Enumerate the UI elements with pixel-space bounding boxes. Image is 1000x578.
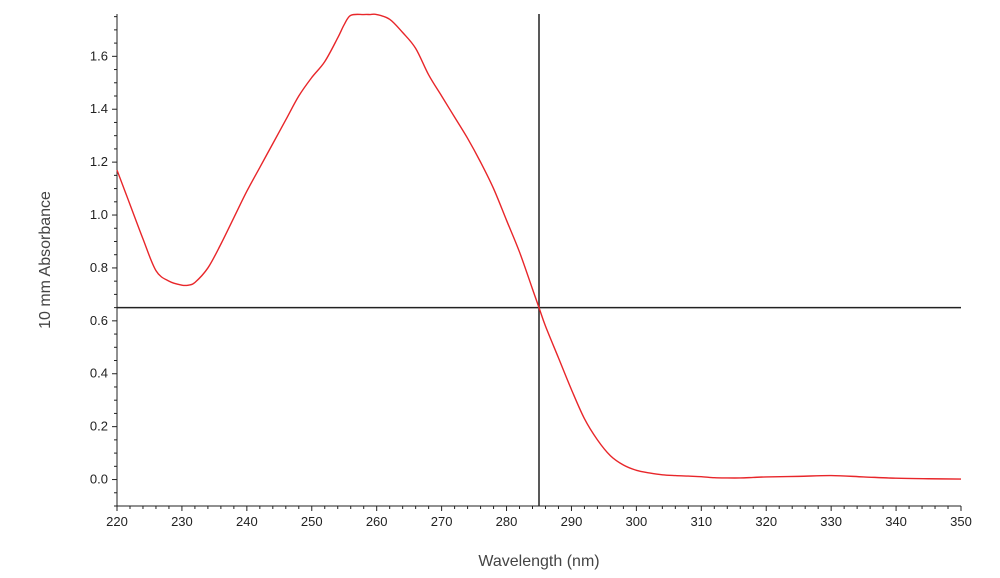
x-tick-label: 300 bbox=[626, 514, 648, 529]
x-axis-title: Wavelength (nm) bbox=[478, 553, 599, 570]
y-axis-title: 10 mm Absorbance bbox=[37, 191, 54, 329]
y-tick-label: 0.0 bbox=[90, 472, 108, 487]
y-axis-ticks: 0.0 0.2 0.4 0.6 0.8 1.0 1.2 1.4 1.6 bbox=[90, 16, 117, 507]
y-tick-label: 0.6 bbox=[90, 313, 108, 328]
x-tick-label: 220 bbox=[106, 514, 128, 529]
x-tick-label: 250 bbox=[301, 514, 323, 529]
x-tick-label: 320 bbox=[755, 514, 777, 529]
x-tick-label: 310 bbox=[690, 514, 712, 529]
x-tick-label: 230 bbox=[171, 514, 193, 529]
absorbance-series-line bbox=[116, 13, 962, 480]
y-tick-label: 0.2 bbox=[90, 419, 108, 434]
x-axis-ticks: 220 230 240 250 260 270 280 290 300 310 320 330 340 3… bbox=[106, 506, 972, 529]
y-tick-label: 0.4 bbox=[90, 366, 108, 381]
x-tick-label: 350 bbox=[950, 514, 972, 529]
x-tick-label: 340 bbox=[885, 514, 907, 529]
x-tick-label: 270 bbox=[431, 514, 453, 529]
y-tick-label: 1.6 bbox=[90, 48, 108, 63]
x-tick-label: 280 bbox=[496, 514, 518, 529]
x-tick-label: 260 bbox=[366, 514, 388, 529]
y-tick-label: 1.4 bbox=[90, 101, 108, 116]
x-tick-label: 290 bbox=[561, 514, 583, 529]
x-tick-label: 240 bbox=[236, 514, 258, 529]
y-tick-label: 1.2 bbox=[90, 154, 108, 169]
x-tick-label: 330 bbox=[820, 514, 842, 529]
y-tick-label: 1.0 bbox=[90, 207, 108, 222]
y-tick-label: 0.8 bbox=[90, 260, 108, 275]
